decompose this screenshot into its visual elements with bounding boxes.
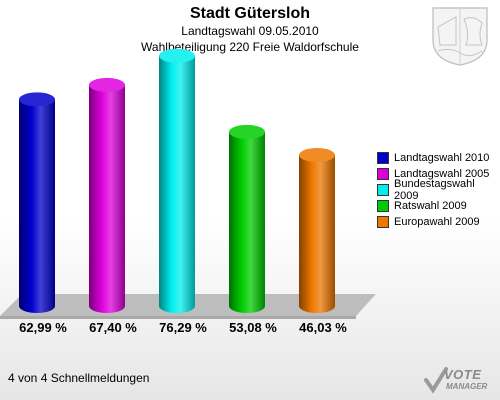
value-label-3: 76,29 % (159, 320, 207, 335)
bar-body (299, 155, 335, 313)
legend-swatch (377, 200, 389, 212)
bar-3 (159, 48, 195, 313)
value-label-4: 53,08 % (229, 320, 277, 335)
bar-5 (299, 148, 335, 313)
chart-legend: Landtagswahl 2010 Landtagswahl 2005 Bundes… (377, 150, 500, 230)
chart-subtitle-election: Landtagswahl 09.05.2010 (181, 24, 319, 38)
legend-label: Landtagswahl 2005 (394, 168, 490, 180)
bar-top-cap (299, 148, 335, 163)
legend-label: Bundestagswahl 2009 (394, 178, 475, 202)
legend-item: Ratswahl 2009 (377, 198, 500, 214)
legend-label: Europawahl 2009 (394, 216, 480, 228)
bar-body (19, 99, 55, 314)
bar-body (89, 84, 125, 313)
legend-swatch (377, 216, 389, 228)
bar-top-cap (159, 48, 195, 63)
brand-line1: VOTE (444, 367, 482, 382)
legend-swatch (377, 184, 389, 196)
value-label-2: 67,40 % (89, 320, 137, 335)
chart-subtitle-district: Wahlbeteiligung 220 Freie Waldorfschule (141, 40, 359, 54)
bar-2 (89, 77, 125, 313)
legend-swatch (377, 152, 389, 164)
bar-top-cap (229, 124, 265, 139)
legend-item: Landtagswahl 2010 (377, 150, 500, 166)
bar-1 (19, 92, 55, 314)
checkmark-icon (424, 367, 448, 394)
chart-floor-edge (0, 316, 356, 319)
bar-body (159, 55, 195, 313)
vote-manager-logo: VOTE MANAGER (424, 366, 498, 396)
chart-title: Stadt Gütersloh (189, 5, 310, 22)
coat-of-arms-logo (432, 7, 488, 66)
legend-item: Landtagswahl 2005 (377, 166, 500, 182)
value-label-5: 46,03 % (299, 320, 347, 335)
legend-swatch (377, 168, 389, 180)
bar-top-cap (89, 77, 125, 92)
legend-label: Ratswahl 2009 (394, 200, 467, 212)
report-status: 4 von 4 Schnellmeldungen (8, 371, 150, 385)
legend-item: Europawahl 2009 (377, 214, 500, 230)
bar-top-cap (19, 92, 55, 107)
bar-4 (229, 124, 265, 313)
bar-body (229, 131, 265, 313)
legend-label: Landtagswahl 2010 (394, 152, 490, 164)
legend-item: Bundestagswahl 2009 (377, 178, 500, 202)
value-label-1: 62,99 % (19, 320, 67, 335)
brand-line2: MANAGER (446, 382, 488, 391)
